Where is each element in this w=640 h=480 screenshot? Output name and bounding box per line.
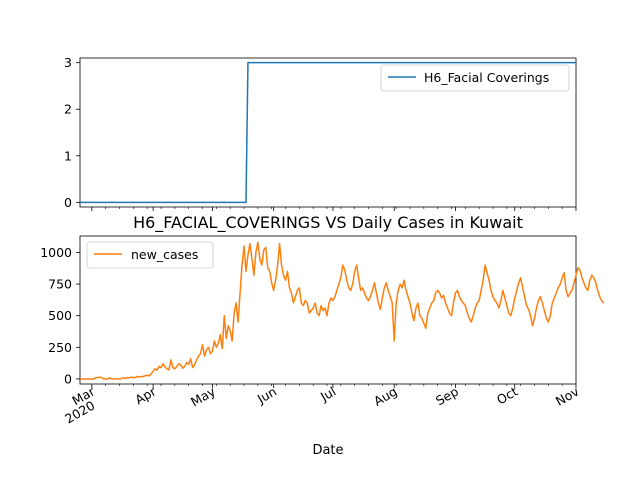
bottom-y-tick-label: 0: [64, 371, 72, 386]
series-line-new-cases: [80, 241, 605, 380]
top-legend-box: [380, 64, 570, 92]
bottom-legend-box: [86, 241, 214, 269]
bottom-y-tick-label: 750: [48, 277, 72, 292]
x-tick-label: Jul: [317, 384, 338, 405]
top-axes: 0 1 2 3 H6_Facial Coverings: [64, 55, 577, 211]
series-line-h6-facial-coverings: [80, 61, 576, 204]
bottom-y-tick-label: 1000: [40, 245, 72, 260]
x-axis-title: Date: [312, 443, 343, 458]
legend-label-new-cases: new_cases: [131, 247, 198, 262]
legend-label-h6-facial-coverings: H6_Facial Coverings: [424, 70, 549, 85]
top-y-tick-label: 3: [64, 55, 72, 70]
chart-title: H6_FACIAL_COVERINGS VS Daily Cases in Ku…: [133, 213, 523, 233]
bottom-y-tick-label: 250: [48, 340, 72, 355]
top-axes-frame: [79, 57, 577, 208]
top-legend: H6_Facial Coverings: [380, 64, 570, 92]
bottom-axes-frame: [79, 235, 577, 385]
top-y-tick-label: 2: [64, 102, 72, 117]
bottom-legend: new_cases: [86, 241, 214, 269]
top-y-tick-label: 1: [64, 148, 72, 163]
bottom-y-tick-label: 500: [48, 308, 72, 323]
top-y-tick-label: 0: [64, 195, 72, 210]
